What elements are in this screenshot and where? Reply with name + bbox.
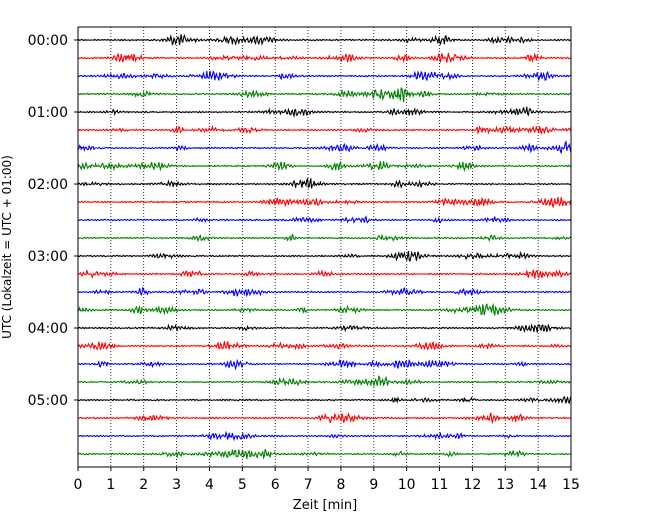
x-tick-label: 5 <box>238 477 247 493</box>
x-tick-label: 14 <box>529 477 547 493</box>
y-axis: 00:00 01:00 02:00 03:00 04:00 05:00 <box>28 33 78 409</box>
seismic-trace <box>77 215 571 224</box>
plot-frame <box>77 26 572 468</box>
x-tick-label: 8 <box>336 477 345 493</box>
seismic-trace <box>77 124 572 136</box>
seismic-trace <box>77 160 572 172</box>
x-tick-label: 10 <box>398 477 416 493</box>
x-tick-label: 15 <box>562 477 580 493</box>
seismic-trace <box>77 70 572 82</box>
seismic-trace <box>77 448 572 460</box>
y-tick-label: 04:00 <box>28 321 68 337</box>
seismic-trace <box>77 250 571 263</box>
seismic-trace <box>77 412 571 424</box>
seismic-trace <box>77 268 572 279</box>
trace-layer <box>77 33 572 460</box>
x-tick-label: 11 <box>431 477 449 493</box>
seismic-trace <box>77 87 571 103</box>
x-axis-label: Zeit [min] <box>293 498 357 513</box>
x-axis: 0 1 2 3 4 5 6 7 8 9 10 11 12 13 14 15 <box>74 467 580 493</box>
seismic-trace <box>77 196 572 208</box>
y-tick-label: 05:00 <box>28 393 68 409</box>
x-tick-label: 13 <box>496 477 514 493</box>
y-tick-label: 02:00 <box>28 177 68 193</box>
seismic-trace <box>77 106 572 119</box>
seismic-trace <box>77 33 571 47</box>
seismic-trace <box>77 358 572 371</box>
seismic-trace <box>77 52 571 64</box>
x-tick-label: 7 <box>304 477 313 493</box>
x-tick-label: 12 <box>463 477 481 493</box>
y-tick-label: 01:00 <box>28 105 68 121</box>
x-tick-label: 1 <box>106 477 115 493</box>
plot-background <box>78 27 571 467</box>
x-tick-label: 2 <box>139 477 148 493</box>
y-axis-label: UTC (Lokalzeit = UTC + 01:00) <box>0 155 14 339</box>
y-tick-label: 00:00 <box>28 33 68 49</box>
seismic-trace <box>77 395 572 405</box>
x-tick-label: 6 <box>271 477 280 493</box>
x-tick-label: 3 <box>172 477 181 493</box>
seismic-trace <box>77 178 572 189</box>
x-tick-label: 4 <box>205 477 214 493</box>
seismic-trace <box>77 323 572 334</box>
seismic-trace <box>77 286 571 298</box>
seismic-trace <box>77 375 571 388</box>
seismic-trace <box>77 430 572 442</box>
x-tick-label: 9 <box>369 477 378 493</box>
seismic-trace <box>77 233 571 243</box>
x-tick-label: 0 <box>74 477 83 493</box>
seismic-trace <box>77 302 571 316</box>
grid-layer <box>110 27 539 467</box>
y-tick-label: 03:00 <box>28 249 68 265</box>
seismic-trace <box>77 341 571 351</box>
seismic-trace <box>77 140 572 155</box>
